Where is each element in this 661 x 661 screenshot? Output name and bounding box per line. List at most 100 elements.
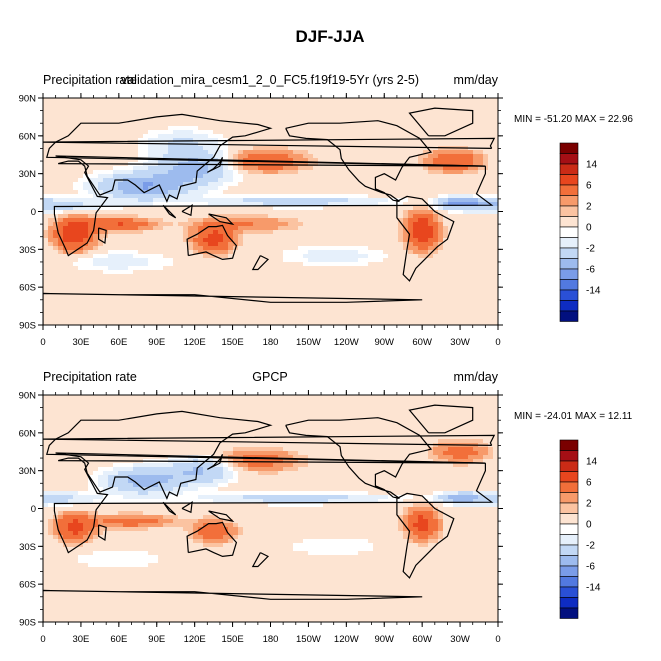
field-cell xyxy=(303,302,309,307)
field-cell xyxy=(393,134,399,139)
field-cell xyxy=(423,106,429,111)
field-cell xyxy=(473,102,479,107)
field-cell xyxy=(373,166,379,171)
field-cell xyxy=(163,274,169,279)
field-cell xyxy=(448,182,454,187)
field-cell xyxy=(413,138,419,143)
field-cell xyxy=(448,142,454,147)
field-cell xyxy=(168,106,174,111)
field-cell xyxy=(48,222,54,227)
field-cell xyxy=(358,174,364,179)
field-cell xyxy=(433,170,439,175)
field-cell xyxy=(458,106,464,111)
field-cell xyxy=(208,178,214,183)
field-cell xyxy=(238,126,244,131)
field-cell xyxy=(143,150,149,155)
field-cell xyxy=(298,110,304,115)
field-cell xyxy=(118,298,124,303)
field-cell xyxy=(363,294,369,299)
field-cell xyxy=(43,270,49,275)
field-cell xyxy=(278,210,284,215)
field-cell xyxy=(348,166,354,171)
field-cell xyxy=(323,266,329,271)
field-cell xyxy=(73,270,79,275)
field-cell xyxy=(428,190,434,195)
field-cell xyxy=(308,198,314,203)
field-cell xyxy=(273,294,279,299)
field-cell xyxy=(408,198,414,203)
field-cell xyxy=(238,186,244,191)
field-cell xyxy=(243,182,249,187)
field-cell xyxy=(403,126,409,131)
field-cell xyxy=(163,198,169,203)
field-cell xyxy=(348,118,354,123)
field-cell xyxy=(468,230,474,235)
field-cell xyxy=(363,310,369,315)
field-cell xyxy=(113,166,119,171)
field-cell xyxy=(43,142,49,147)
field-cell xyxy=(243,318,249,323)
field-cell xyxy=(298,146,304,151)
field-cell xyxy=(63,218,69,223)
field-cell xyxy=(233,238,239,243)
field-cell xyxy=(358,322,364,325)
field-cell xyxy=(423,266,429,271)
field-cell xyxy=(398,118,404,123)
field-cell xyxy=(298,270,304,275)
field-cell xyxy=(473,314,479,319)
field-cell xyxy=(348,306,354,311)
field-cell xyxy=(263,170,269,175)
field-cell xyxy=(343,218,349,223)
field-cell xyxy=(333,182,339,187)
field-cell xyxy=(228,310,234,315)
field-cell xyxy=(373,118,379,123)
field-cell xyxy=(283,206,289,211)
field-cell xyxy=(368,222,374,227)
field-cell xyxy=(263,182,269,187)
field-cell xyxy=(373,174,379,179)
field-cell xyxy=(318,150,324,155)
field-cell xyxy=(163,190,169,195)
field-cell xyxy=(258,206,264,211)
field-cell xyxy=(323,282,329,287)
field-cell xyxy=(278,274,284,279)
field-cell xyxy=(213,238,219,243)
field-cell xyxy=(83,270,89,275)
field-cell xyxy=(173,262,179,267)
field-cell xyxy=(188,154,194,159)
field-cell xyxy=(423,174,429,179)
field-cell xyxy=(93,98,99,103)
field-cell xyxy=(408,194,414,199)
field-cell xyxy=(318,178,324,183)
field-cell xyxy=(223,258,229,263)
field-cell xyxy=(103,118,109,123)
field-cell xyxy=(273,302,279,307)
field-cell xyxy=(348,134,354,139)
field-cell xyxy=(253,266,259,271)
field-cell xyxy=(293,246,299,251)
field-cell xyxy=(168,282,174,287)
field-cell xyxy=(423,274,429,279)
field-cell xyxy=(373,286,379,291)
field-cell xyxy=(348,98,354,103)
field-cell xyxy=(258,142,264,147)
field-cell xyxy=(113,286,119,291)
field-cell xyxy=(88,222,94,227)
field-cell xyxy=(278,166,284,171)
field-cell xyxy=(63,318,69,323)
field-cell xyxy=(208,258,214,263)
field-cell xyxy=(68,190,74,195)
field-cell xyxy=(298,310,304,315)
field-cell xyxy=(473,162,479,167)
field-cell xyxy=(323,310,329,315)
field-cell xyxy=(428,182,434,187)
field-cell xyxy=(438,170,444,175)
field-cell xyxy=(98,110,104,115)
field-cell xyxy=(388,130,394,135)
field-cell xyxy=(183,106,189,111)
field-cell xyxy=(193,274,199,279)
field-cell xyxy=(443,178,449,183)
field-cell xyxy=(443,314,449,319)
field-cell xyxy=(173,250,179,255)
field-cell xyxy=(78,294,84,299)
